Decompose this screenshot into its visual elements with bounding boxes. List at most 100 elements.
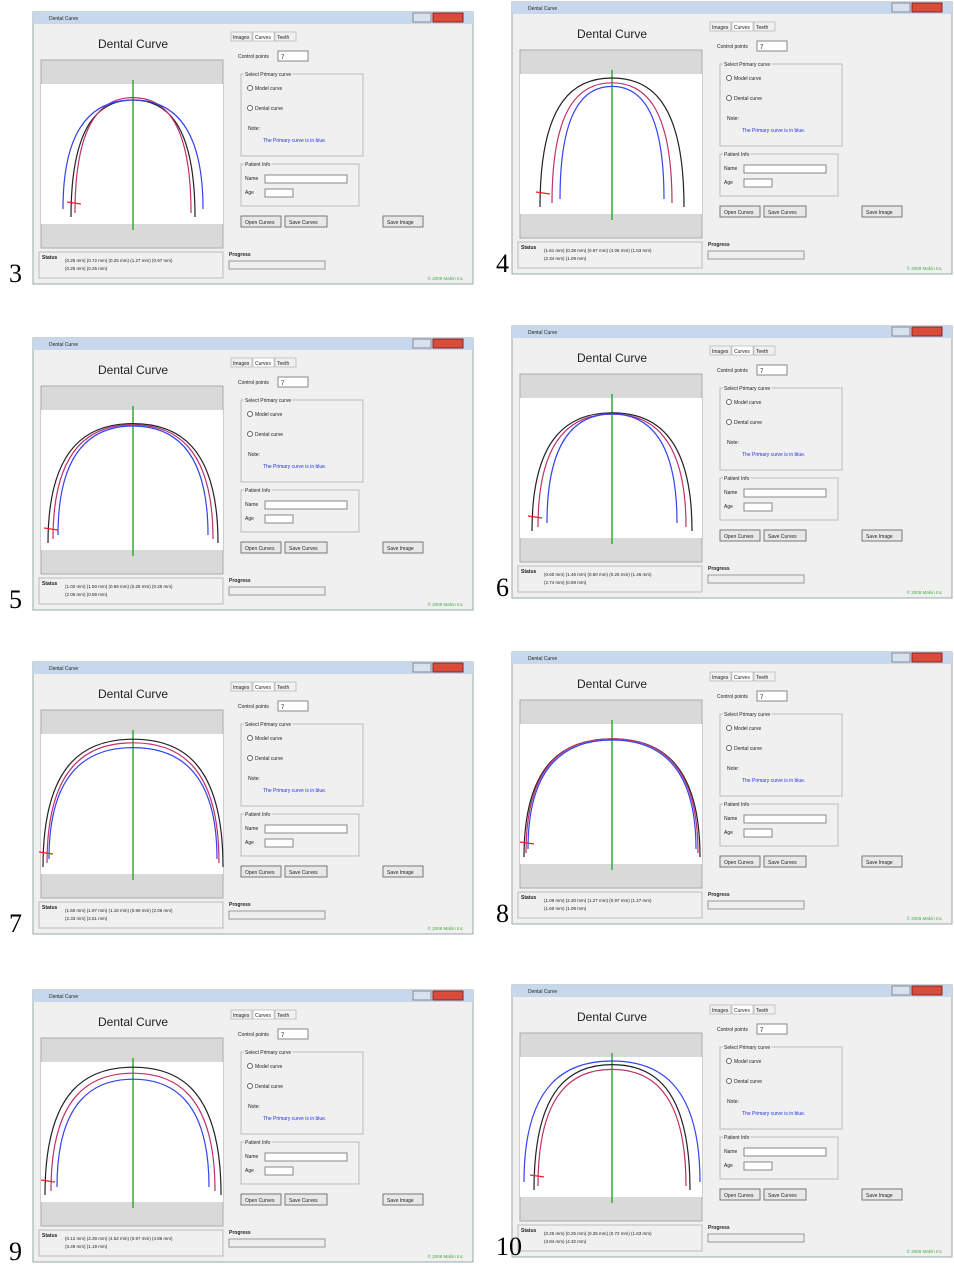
heading: Dental Curve bbox=[577, 351, 647, 365]
image-canvas bbox=[520, 1057, 702, 1197]
minimize-button[interactable] bbox=[892, 3, 910, 12]
title-bar bbox=[33, 338, 473, 350]
status-label: Status bbox=[521, 1228, 537, 1234]
progress-bar bbox=[708, 901, 804, 909]
minimize-button[interactable] bbox=[892, 653, 910, 662]
radio-button[interactable] bbox=[727, 96, 732, 101]
name-input[interactable] bbox=[265, 501, 347, 509]
radio-label: Dental curve bbox=[734, 746, 762, 752]
minimize-button[interactable] bbox=[413, 663, 431, 672]
radio-button[interactable] bbox=[248, 86, 253, 91]
title-bar bbox=[33, 662, 473, 674]
radio-button[interactable] bbox=[727, 1079, 732, 1084]
heading: Dental Curve bbox=[98, 1015, 168, 1029]
close-button[interactable] bbox=[912, 3, 942, 12]
tab-label: Images bbox=[233, 685, 250, 691]
note-label: Note: bbox=[248, 452, 260, 458]
age-input[interactable] bbox=[265, 839, 293, 847]
age-label: Age bbox=[724, 1163, 733, 1169]
radio-button[interactable] bbox=[248, 1064, 253, 1069]
status-text: (2.05 mm) (0.59 mm) bbox=[65, 592, 108, 597]
button-label: Save Curves bbox=[289, 220, 318, 226]
status-text: (2.34 mm) (1.09 mm) bbox=[544, 256, 587, 261]
name-input[interactable] bbox=[744, 1148, 826, 1156]
name-input[interactable] bbox=[265, 825, 347, 833]
minimize-button[interactable] bbox=[892, 327, 910, 336]
close-button[interactable] bbox=[433, 339, 463, 348]
button-label: Open Curves bbox=[724, 210, 754, 216]
radio-button[interactable] bbox=[248, 412, 253, 417]
age-input[interactable] bbox=[744, 829, 772, 837]
radio-button[interactable] bbox=[727, 726, 732, 731]
radio-button[interactable] bbox=[248, 432, 253, 437]
app-window: Dental CurveDental CurveImagesCurvesTeet… bbox=[512, 985, 952, 1257]
close-button[interactable] bbox=[912, 986, 942, 995]
button-label: Save Image bbox=[387, 546, 414, 552]
button-label: Save Image bbox=[866, 860, 893, 866]
close-button[interactable] bbox=[433, 991, 463, 1000]
radio-button[interactable] bbox=[727, 420, 732, 425]
name-input[interactable] bbox=[265, 1153, 347, 1161]
panel-number: 5 bbox=[9, 585, 22, 614]
radio-label: Model curve bbox=[255, 736, 282, 742]
control-points-label: Control points bbox=[238, 704, 269, 710]
name-label: Name bbox=[724, 490, 738, 496]
close-button[interactable] bbox=[433, 663, 463, 672]
heading: Dental Curve bbox=[98, 37, 168, 51]
minimize-button[interactable] bbox=[892, 986, 910, 995]
radio-button[interactable] bbox=[727, 400, 732, 405]
status-label: Status bbox=[42, 1233, 58, 1239]
panel-number: 10 bbox=[496, 1232, 522, 1261]
progress-label: Progress bbox=[229, 252, 251, 258]
progress-label: Progress bbox=[229, 578, 251, 584]
button-label: Save Image bbox=[866, 1193, 893, 1199]
radio-button[interactable] bbox=[727, 76, 732, 81]
tab-label: Teeth bbox=[277, 1013, 289, 1019]
radio-button[interactable] bbox=[248, 756, 253, 761]
radio-button[interactable] bbox=[248, 106, 253, 111]
minimize-button[interactable] bbox=[413, 13, 431, 22]
tab-label: Teeth bbox=[277, 685, 289, 691]
note-label: Note: bbox=[727, 1099, 739, 1105]
close-button[interactable] bbox=[912, 653, 942, 662]
age-input[interactable] bbox=[265, 515, 293, 523]
status-text: (1.02 mm) (1.50 mm) (0.59 mm) (0.25 mm) … bbox=[65, 584, 173, 589]
tab-label: Curves bbox=[255, 685, 271, 691]
age-input[interactable] bbox=[744, 503, 772, 511]
radio-button[interactable] bbox=[727, 1059, 732, 1064]
close-button[interactable] bbox=[433, 13, 463, 22]
radio-label: Dental curve bbox=[734, 96, 762, 102]
note-label: Note: bbox=[248, 1104, 260, 1110]
heading: Dental Curve bbox=[98, 363, 168, 377]
title-bar bbox=[512, 326, 952, 338]
note-label: Note: bbox=[727, 766, 739, 772]
note-text: The Primary curve is in blue. bbox=[263, 464, 326, 470]
group-title: Patient Info bbox=[724, 802, 750, 808]
radio-button[interactable] bbox=[727, 746, 732, 751]
name-label: Name bbox=[245, 502, 259, 508]
radio-button[interactable] bbox=[248, 736, 253, 741]
age-input[interactable] bbox=[744, 1162, 772, 1170]
minimize-button[interactable] bbox=[413, 991, 431, 1000]
panel-number: 6 bbox=[496, 573, 509, 602]
age-input[interactable] bbox=[265, 1167, 293, 1175]
note-text: The Primary curve is in blue. bbox=[263, 1116, 326, 1122]
age-input[interactable] bbox=[744, 179, 772, 187]
note-text: The Primary curve is in blue. bbox=[742, 1111, 805, 1117]
age-input[interactable] bbox=[265, 189, 293, 197]
minimize-button[interactable] bbox=[413, 339, 431, 348]
name-input[interactable] bbox=[744, 165, 826, 173]
note-text: The Primary curve is in blue. bbox=[742, 778, 805, 784]
status-label: Status bbox=[521, 245, 537, 251]
radio-label: Model curve bbox=[734, 400, 761, 406]
progress-label: Progress bbox=[708, 1225, 730, 1231]
name-input[interactable] bbox=[744, 815, 826, 823]
name-input[interactable] bbox=[744, 489, 826, 497]
window-title: Dental Curve bbox=[49, 994, 78, 1000]
status-label: Status bbox=[521, 895, 537, 901]
tab-label: Images bbox=[712, 675, 729, 681]
button-label: Save Image bbox=[866, 534, 893, 540]
name-input[interactable] bbox=[265, 175, 347, 183]
radio-button[interactable] bbox=[248, 1084, 253, 1089]
close-button[interactable] bbox=[912, 327, 942, 336]
